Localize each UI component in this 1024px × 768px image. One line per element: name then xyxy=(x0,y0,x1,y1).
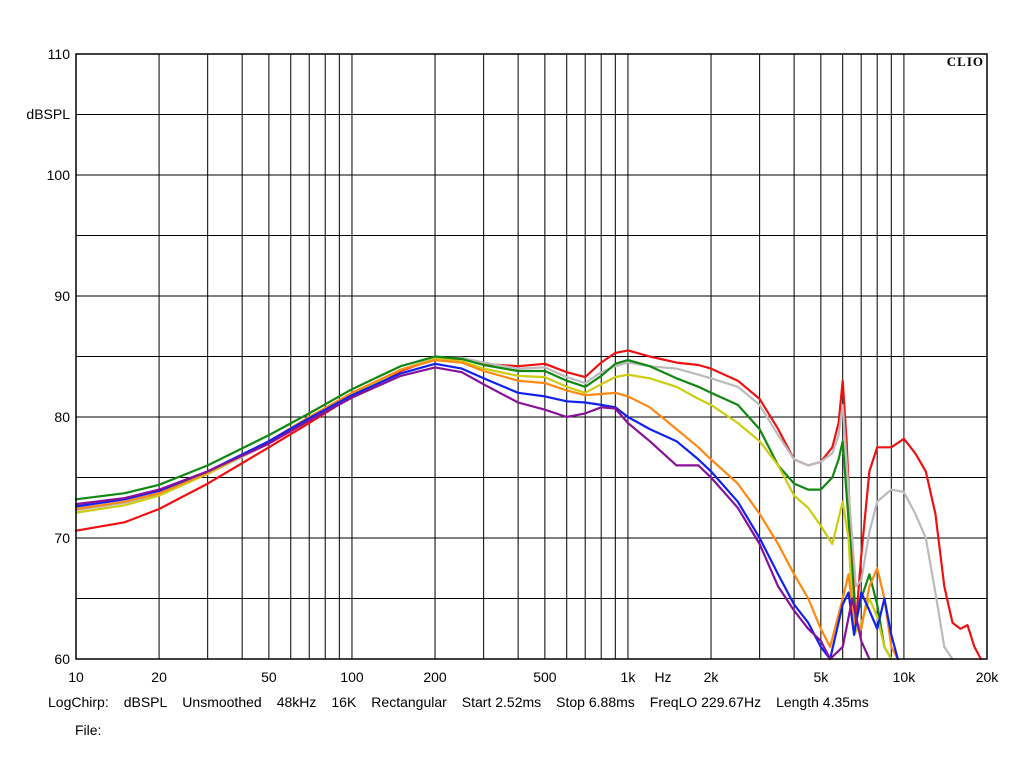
plot-frame xyxy=(75,53,988,660)
x-tick-label: 5k xyxy=(813,669,829,685)
measurement-info-item: 48kHz xyxy=(276,694,317,710)
measurement-info-item: Start 2.52ms xyxy=(461,694,542,710)
measurement-info-item: Rectangular xyxy=(371,694,447,710)
x-tick-labels: 10 20 50 100 200 500 1k 2k 5k 10k 20k xyxy=(68,669,999,685)
series-line-5 xyxy=(74,359,899,661)
series-line-3 xyxy=(74,355,893,661)
grid xyxy=(76,53,987,660)
measurement-info-item: dBSPL xyxy=(123,694,168,710)
series-line-1 xyxy=(74,349,983,661)
y-tick-label: 80 xyxy=(54,409,70,425)
x-tick-label: 1k xyxy=(621,669,637,685)
measurement-info-item: LogChirp: xyxy=(48,694,109,710)
y-tick-label: 90 xyxy=(54,288,70,304)
clio-logo: CLIO xyxy=(947,54,984,69)
series-line-6 xyxy=(74,362,899,661)
x-tick-label: 10 xyxy=(68,669,84,685)
y-tick-labels: 60 70 80 90 100 110 xyxy=(47,46,71,667)
y-tick-label: 100 xyxy=(47,167,71,183)
x-tick-label: 50 xyxy=(261,669,277,685)
x-tick-label: 20k xyxy=(976,669,1000,685)
measurement-info-item: Stop 6.88ms xyxy=(556,694,635,710)
y-tick-label: 110 xyxy=(48,46,71,62)
file-label: File: xyxy=(75,722,102,738)
y-axis-label: dBSPL xyxy=(26,106,70,122)
x-axis-unit-label: Hz xyxy=(654,669,671,685)
measurement-info-item: Length 4.35ms xyxy=(776,694,869,710)
measurement-info-bar: LogChirp: dBSPL Unsmoothed 48kHz 16K Rectangu… xyxy=(48,694,884,710)
y-tick-label: 70 xyxy=(54,530,70,546)
measurement-info-item: 16K xyxy=(331,694,357,710)
measurement-info-item: Unsmoothed xyxy=(182,694,262,710)
x-tick-label: 20 xyxy=(151,669,167,685)
x-tick-label: 200 xyxy=(423,669,447,685)
series-line-7 xyxy=(74,366,871,661)
x-tick-label: 500 xyxy=(533,669,557,685)
x-tick-label: 2k xyxy=(704,669,720,685)
x-tick-label: 100 xyxy=(340,669,364,685)
x-tick-label: 10k xyxy=(893,669,917,685)
measurement-info-item: FreqLO 229.67Hz xyxy=(649,694,762,710)
y-tick-label: 60 xyxy=(54,651,70,667)
frequency-response-chart: 60 70 80 90 100 110 10 20 50 100 200 500 1k 2k 5k 10k 2… xyxy=(26,46,999,685)
series-group xyxy=(74,349,983,661)
